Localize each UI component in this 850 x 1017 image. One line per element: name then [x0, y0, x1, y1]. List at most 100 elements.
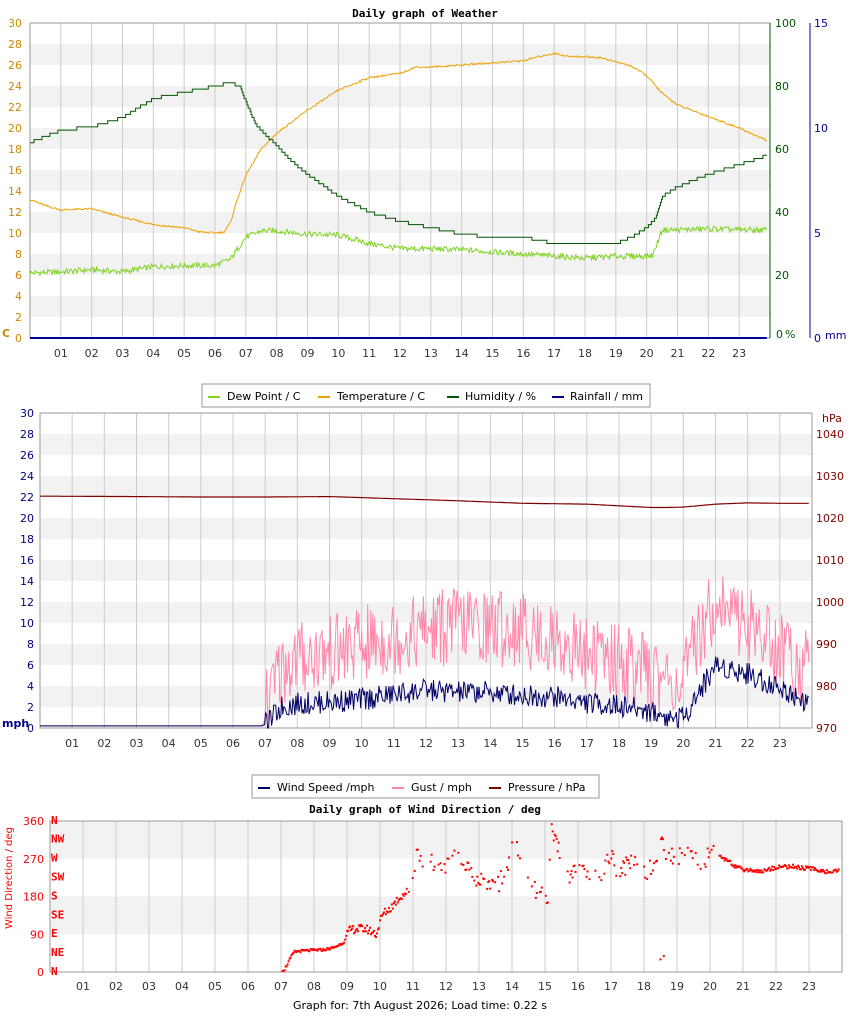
- direction-point: [683, 854, 686, 857]
- x-tick-label: 02: [109, 980, 123, 993]
- legend-box: [201, 383, 651, 408]
- direction-point: [530, 885, 533, 888]
- direction-point: [539, 890, 542, 893]
- direction-point: [604, 859, 607, 862]
- compass-label: SE: [51, 908, 64, 921]
- x-tick-label: 15: [486, 347, 500, 360]
- direction-point: [821, 868, 824, 871]
- direction-point: [799, 868, 802, 871]
- direction-point: [699, 867, 702, 870]
- y-unit-mph: mph: [2, 717, 29, 730]
- direction-point: [432, 869, 435, 872]
- y-tick-label-temp: 14: [8, 185, 22, 198]
- direction-point: [488, 880, 491, 883]
- x-tick-label: 18: [578, 347, 592, 360]
- direction-point: [757, 871, 760, 874]
- direction-point: [351, 927, 354, 930]
- direction-point: [733, 866, 736, 869]
- direction-point: [394, 903, 397, 906]
- direction-point: [552, 839, 555, 842]
- y-tick-label-mph: 8: [27, 638, 34, 651]
- direction-point: [506, 866, 509, 869]
- direction-point: [755, 871, 758, 874]
- direction-point: [451, 854, 454, 857]
- legend-label-humidity: Humidity / %: [465, 390, 536, 403]
- direction-point: [367, 932, 370, 935]
- direction-point: [644, 876, 647, 879]
- direction-point: [368, 929, 371, 932]
- direction-point: [352, 925, 355, 928]
- direction-point: [809, 869, 812, 872]
- direction-point: [787, 867, 790, 870]
- direction-point: [287, 960, 290, 963]
- direction-point: [413, 869, 416, 872]
- direction-point: [621, 872, 624, 875]
- direction-point: [803, 868, 806, 871]
- direction-point: [316, 949, 319, 952]
- direction-point: [636, 863, 639, 866]
- direction-point: [433, 865, 436, 868]
- compass-label: N: [51, 965, 58, 978]
- direction-point: [603, 872, 606, 875]
- direction-point: [328, 948, 331, 951]
- humidity-line: [30, 82, 767, 244]
- direction-point: [391, 907, 394, 910]
- direction-point: [703, 863, 706, 866]
- legend-label-gust: Gust / mph: [411, 781, 472, 794]
- direction-point: [516, 854, 519, 857]
- direction-point: [646, 877, 649, 880]
- compass-label: NW: [51, 833, 65, 846]
- direction-point: [374, 936, 377, 939]
- direction-point: [625, 856, 628, 859]
- x-tick-label: 12: [393, 347, 407, 360]
- direction-point: [384, 913, 387, 916]
- direction-point: [623, 861, 626, 864]
- direction-point: [696, 863, 699, 866]
- x-tick-label: 16: [548, 737, 562, 750]
- direction-point: [392, 902, 395, 905]
- direction-point: [470, 867, 473, 870]
- direction-point: [366, 924, 369, 927]
- direction-point: [773, 866, 776, 869]
- x-tick-label: 18: [612, 737, 626, 750]
- direction-point: [378, 919, 381, 922]
- y-tick-label-pressure: 990: [816, 638, 837, 651]
- x-tick-label: 02: [85, 347, 99, 360]
- direction-point: [457, 851, 460, 854]
- direction-point: [613, 864, 616, 867]
- y-tick-label-temp: 26: [8, 59, 22, 72]
- direction-point: [806, 865, 809, 868]
- direction-point: [402, 894, 405, 897]
- x-tick-label: 22: [701, 347, 715, 360]
- x-tick-label: 19: [670, 980, 684, 993]
- direction-point: [571, 876, 574, 879]
- direction-point: [544, 894, 547, 897]
- y-tick-label-mph: 2: [27, 701, 34, 714]
- y-tick-label-humidity: 0: [776, 328, 783, 341]
- direction-point: [369, 926, 372, 929]
- x-tick-label: 15: [538, 980, 552, 993]
- y-tick-label-deg: 0: [37, 966, 44, 979]
- direction-point: [511, 841, 514, 844]
- direction-point: [376, 928, 379, 931]
- direction-point: [421, 865, 424, 868]
- wind-chart: 01 02 03 04 05 06 07 08 09 10 11 12 13 14 15 16 17 18 19 20…: [2, 407, 844, 750]
- direction-point: [598, 876, 601, 879]
- legend-label-rain: Rainfall / mm: [570, 390, 643, 403]
- x-tick-label: 20: [703, 980, 717, 993]
- direction-point: [630, 854, 633, 857]
- direction-point: [756, 868, 759, 871]
- direction-point: [355, 929, 358, 932]
- direction-point: [372, 931, 375, 934]
- x-tick-label: 21: [736, 980, 750, 993]
- direction-point: [471, 875, 474, 878]
- y-tick-label-temp: 20: [8, 122, 22, 135]
- direction-point: [706, 847, 709, 850]
- x-tick-label: 02: [97, 737, 111, 750]
- x-tick-label: 13: [472, 980, 486, 993]
- direction-point: [815, 869, 818, 872]
- direction-point: [769, 869, 772, 872]
- direction-point: [729, 859, 732, 862]
- direction-point: [586, 870, 589, 873]
